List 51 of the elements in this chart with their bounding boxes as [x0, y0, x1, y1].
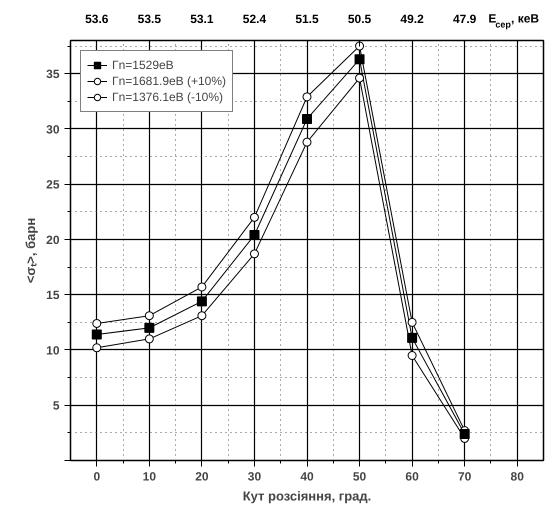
x-tick-label: 0 — [93, 470, 100, 484]
text: 53.5 — [138, 12, 162, 26]
y-tick-label: 5 — [52, 398, 60, 413]
point — [355, 74, 364, 83]
x-tick-label: 80 — [510, 470, 524, 484]
x-tick-label: 60 — [405, 470, 420, 484]
point — [92, 330, 102, 340]
point — [196, 296, 207, 306]
x-tick-label: 70 — [458, 470, 472, 484]
x-tick-label: 10 — [142, 470, 156, 484]
text: 51.5 — [295, 12, 320, 26]
text: 50.5 — [348, 12, 372, 26]
y-tick-label: 10 — [46, 343, 60, 358]
x-axis-title: Кут розсіяння, град. — [242, 488, 372, 504]
point — [250, 249, 259, 258]
point — [197, 282, 206, 292]
y-tick-label: 25 — [46, 178, 60, 192]
point — [197, 311, 206, 320]
text: 49.2 — [400, 12, 424, 26]
point — [408, 351, 417, 360]
point — [460, 428, 470, 439]
y-tick-label: 35 — [46, 67, 60, 82]
y-tick-label: 30 — [46, 122, 60, 136]
x-tick-label: 20 — [195, 470, 209, 484]
text: 53.1 — [190, 12, 214, 26]
legend-label: Γn=1376.1eB (-10%) — [112, 89, 224, 105]
point — [92, 343, 102, 352]
point — [302, 138, 312, 147]
x-tick-label: 40 — [300, 470, 314, 484]
y-tick-label: 20 — [46, 232, 60, 247]
text: 47.9 — [452, 12, 477, 26]
legend-label: Γn=1529eB — [112, 57, 174, 73]
x-tick-label: 30 — [248, 470, 262, 484]
legend-label: Γn=1681.9eB (+10%) — [112, 73, 226, 89]
point — [92, 318, 102, 328]
x-tick-label: 50 — [352, 470, 367, 484]
point — [249, 230, 260, 240]
point — [144, 334, 154, 344]
point — [354, 54, 365, 64]
point — [144, 311, 154, 320]
y-axis-title: <σₜ>, барн — [23, 218, 38, 284]
text: 52.4 — [242, 12, 266, 26]
point — [250, 212, 259, 222]
text: 53.6 — [85, 12, 109, 26]
point — [302, 92, 312, 102]
point — [302, 114, 312, 124]
point — [407, 332, 418, 343]
point — [408, 318, 417, 327]
point — [144, 322, 154, 333]
point — [355, 42, 364, 51]
y-tick-label: 15 — [46, 288, 60, 302]
